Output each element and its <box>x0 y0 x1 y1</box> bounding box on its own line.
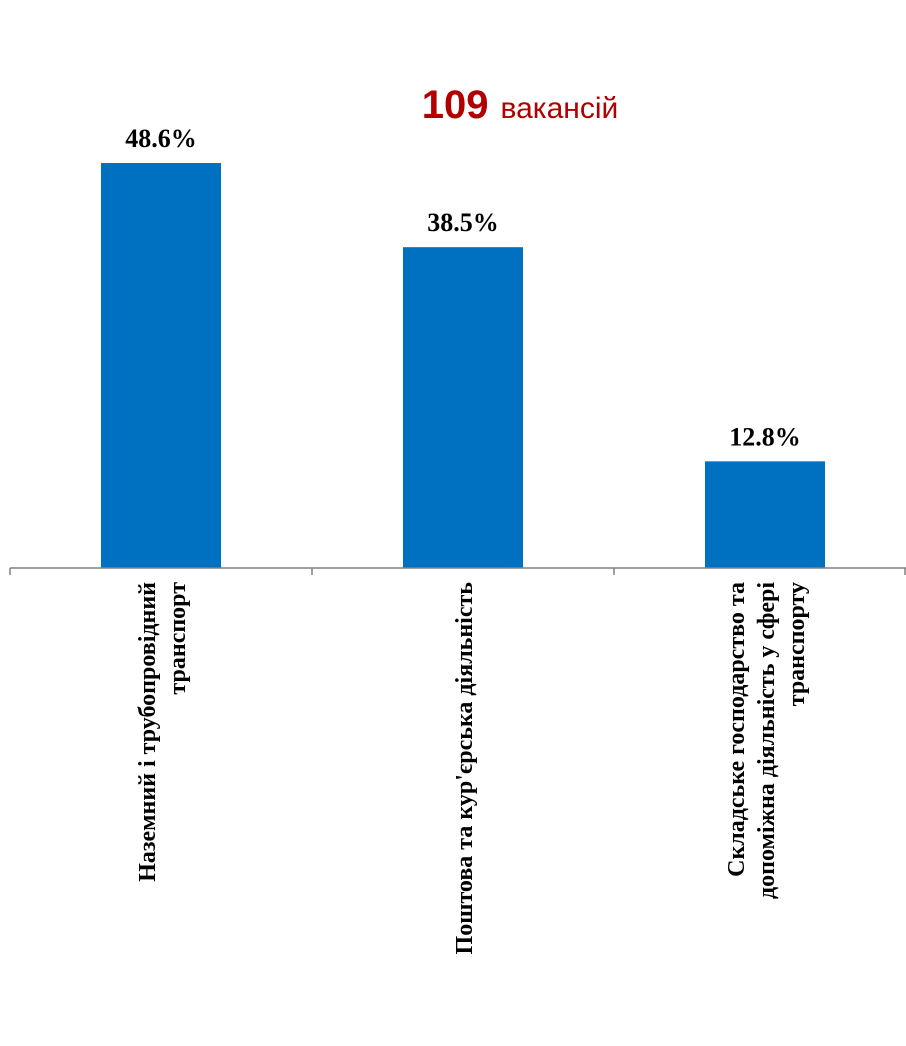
x-axis <box>9 567 906 575</box>
value-labels-layer: 48.6% 38.5% 12.8% <box>125 124 801 451</box>
bar <box>101 163 221 568</box>
vacancy-count: 109 <box>422 83 489 127</box>
category-labels-layer: Наземний і трубопровідний транспорт Поштов… <box>135 582 810 955</box>
category-label-line: Складське господарство та <box>724 582 750 877</box>
category-label-line: допоміжна діяльність у сфері <box>754 582 780 899</box>
bar <box>705 461 825 568</box>
category-label-line: транспорту <box>784 582 810 706</box>
category-label-line: Поштова та кур'єрська діяльність <box>452 582 478 955</box>
bar <box>403 247 523 568</box>
data-label: 38.5% <box>427 208 499 237</box>
chart-headline: 109 вакансій <box>422 83 619 127</box>
category-label: Складське господарство та допоміжна діяль… <box>724 582 810 899</box>
data-label: 48.6% <box>125 124 197 153</box>
vacancy-word: вакансій <box>501 92 619 125</box>
category-label: Наземний і трубопровідний транспорт <box>135 582 191 882</box>
data-label: 12.8% <box>729 422 801 451</box>
bars-layer <box>101 163 825 568</box>
category-label: Поштова та кур'єрська діяльність <box>452 582 478 955</box>
category-label-line: транспорт <box>165 582 191 695</box>
category-label-line: Наземний і трубопровідний <box>135 582 161 882</box>
